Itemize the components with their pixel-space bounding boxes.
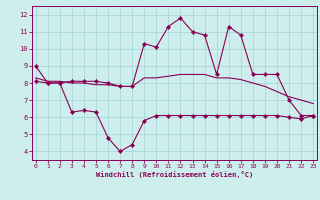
X-axis label: Windchill (Refroidissement éolien,°C): Windchill (Refroidissement éolien,°C)	[96, 171, 253, 178]
